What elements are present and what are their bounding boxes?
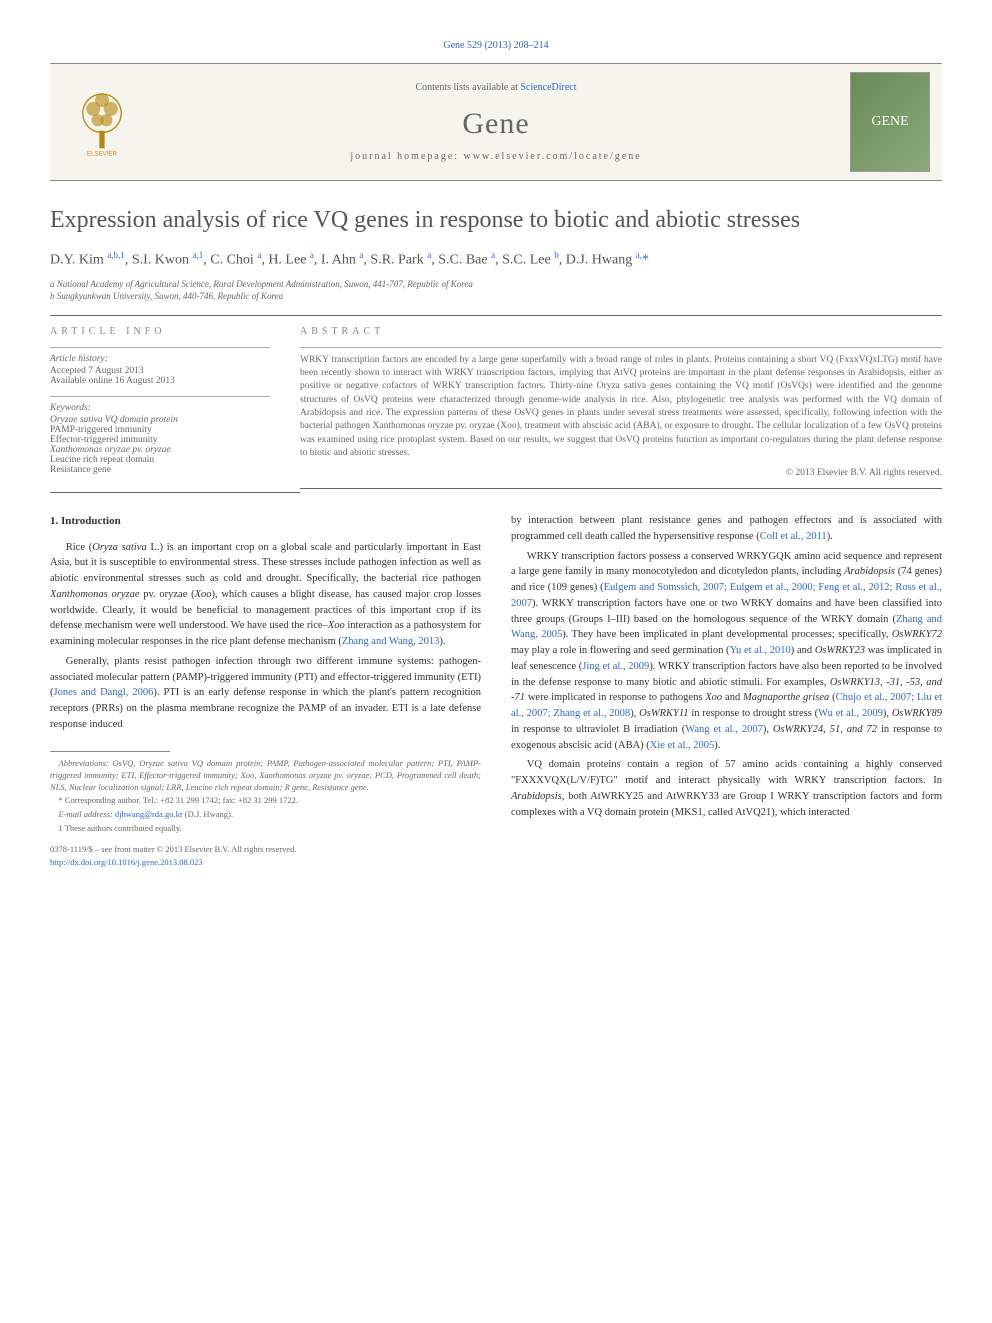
sciencedirect-link[interactable]: ScienceDirect [520, 82, 576, 93]
footnote-contributed: 1 These authors contributed equally. [50, 823, 481, 835]
right-paragraph-2: WRKY transcription factors possess a con… [511, 549, 942, 754]
intro-paragraph-1: Rice (Oryza sativa L.) is an important c… [50, 540, 481, 650]
email-link[interactable]: djhwang@rda.go.kr [115, 809, 183, 819]
elsevier-tree-icon: ELSEVIER [72, 87, 132, 157]
keyword-4: Xanthomonas oryzae pv. oryzae [50, 445, 270, 455]
abstract-text: WRKY transcription factors are encoded b… [300, 354, 942, 460]
info-divider-1 [50, 347, 270, 348]
doi-link[interactable]: http://dx.doi.org/10.1016/j.gene.2013.08… [50, 857, 203, 867]
footnote-abbreviations: Abbreviations: OsVQ, Oryzae sativa VQ do… [50, 758, 481, 794]
history-label: Article history: [50, 354, 270, 364]
contents-prefix: Contents lists available at [415, 82, 520, 93]
body-column-right: by interaction between plant resistance … [511, 513, 942, 868]
divider-top [50, 315, 942, 316]
keyword-1: Oryzae sativa VQ domain protein [50, 415, 270, 425]
abstract-copyright: © 2013 Elsevier B.V. All rights reserved… [300, 468, 942, 478]
svg-text:ELSEVIER: ELSEVIER [87, 150, 117, 157]
body-column-left: 1. Introduction Rice (Oryza sativa L.) i… [50, 513, 481, 868]
header-citation: Gene 529 (2013) 208–214 [50, 40, 942, 51]
journal-homepage: journal homepage: www.elsevier.com/locat… [142, 151, 850, 162]
divider-bottom [50, 492, 300, 493]
doi-block: 0378-1119/$ – see front matter © 2013 El… [50, 843, 481, 869]
issn-line: 0378-1119/$ – see front matter © 2013 El… [50, 843, 481, 856]
keywords-label: Keywords: [50, 403, 270, 413]
history-line-1: Accepted 7 August 2013 [50, 366, 270, 376]
keyword-2: PAMP-triggered immunity [50, 425, 270, 435]
abstract-heading: abstract [300, 326, 942, 337]
intro-paragraph-2: Generally, plants resist pathogen infect… [50, 654, 481, 733]
affiliation-b: b Sungkyunkwan University, Suwon, 440-74… [50, 291, 942, 301]
right-paragraph-3: VQ domain proteins contain a region of 5… [511, 757, 942, 820]
footnote-corresponding: * Corresponding author. Tel.: +82 31 299… [50, 795, 481, 807]
affiliation-a: a National Academy of Agricultural Scien… [50, 279, 942, 289]
body-columns: 1. Introduction Rice (Oryza sativa L.) i… [50, 513, 942, 868]
journal-center: Contents lists available at ScienceDirec… [142, 82, 850, 162]
journal-cover-thumbnail: GENE [850, 72, 930, 172]
abstract-block: abstract WRKY transcription factors are … [300, 326, 942, 478]
article-info-heading: article info [50, 326, 270, 337]
keyword-5: Leucine rich repeat domain [50, 455, 270, 465]
journal-header-bar: ELSEVIER Contents lists available at Sci… [50, 63, 942, 181]
authors-line: D.Y. Kim a,b,1, S.I. Kwon a,1, C. Choi a… [50, 250, 942, 269]
citation-link[interactable]: Gene 529 (2013) 208–214 [443, 40, 548, 51]
info-divider-2 [50, 396, 270, 397]
section-title-intro: 1. Introduction [50, 513, 481, 530]
divider-bottom-right [300, 488, 942, 489]
article-info-block: article info Article history: Accepted 7… [50, 326, 270, 478]
footnote-separator [50, 751, 170, 752]
history-line-2: Available online 16 August 2013 [50, 376, 270, 386]
affiliations-block: a National Academy of Agricultural Scien… [50, 279, 942, 301]
keyword-3: Effector-triggered immunity [50, 435, 270, 445]
journal-name: Gene [142, 107, 850, 141]
keyword-6: Resistance gene [50, 465, 270, 475]
info-abstract-row: article info Article history: Accepted 7… [50, 326, 942, 478]
right-paragraph-1: by interaction between plant resistance … [511, 513, 942, 545]
contents-line: Contents lists available at ScienceDirec… [142, 82, 850, 93]
elsevier-logo: ELSEVIER [62, 77, 142, 167]
abstract-divider [300, 347, 942, 348]
article-title: Expression analysis of rice VQ genes in … [50, 205, 942, 236]
footnotes-block: Abbreviations: OsVQ, Oryzae sativa VQ do… [50, 758, 481, 835]
footnote-email: E-mail address: djhwang@rda.go.kr (D.J. … [50, 809, 481, 821]
